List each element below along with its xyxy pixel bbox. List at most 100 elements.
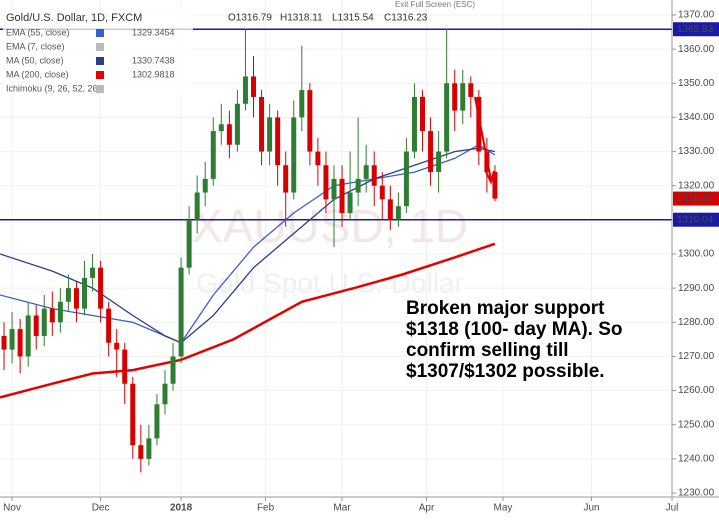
candle-body (202, 178, 208, 193)
candle-body (436, 151, 442, 173)
candle-body (387, 199, 393, 220)
candle-body (1, 335, 7, 350)
candle-body (154, 404, 160, 439)
grid (0, 0, 676, 501)
x-tick-label: Dec (92, 503, 110, 514)
x-tick-label: Mar (333, 503, 351, 514)
plot (0, 28, 672, 473)
watermark: XAUUSD, 1D (192, 200, 468, 252)
y-tick-label: 1260.00 (678, 385, 715, 396)
candle-body (267, 117, 273, 152)
candle-body (444, 83, 450, 152)
legend-bg (3, 10, 193, 96)
candle-body (138, 445, 144, 459)
candle-body (291, 117, 297, 193)
indicator-line (0, 147, 496, 344)
candle-body (355, 178, 361, 193)
candle-body (452, 83, 458, 111)
candle-body (242, 76, 248, 104)
y-tick-label: 1360.00 (678, 44, 715, 55)
candle-body (492, 172, 498, 199)
candle-body (234, 103, 240, 145)
candle-body (194, 192, 200, 220)
legend-swatch (96, 85, 104, 93)
candle-body (476, 96, 482, 152)
candle-body (323, 165, 329, 200)
y-tick-label: 1290.00 (678, 283, 715, 294)
candle-body (226, 124, 232, 145)
candle-body (186, 219, 192, 268)
price-tag-label: 1310.04 (677, 214, 714, 225)
candle-body (468, 83, 474, 97)
candle-body (315, 151, 321, 166)
candle-body (275, 117, 281, 166)
ohlc-readout: L1315.54 (332, 13, 374, 24)
arrow-head (485, 170, 495, 185)
candle-body (210, 131, 216, 179)
candle-body (251, 76, 257, 97)
y-tick-label: 1280.00 (678, 317, 715, 328)
x-tick-label: May (494, 503, 513, 514)
candle-body (428, 131, 434, 173)
candle-body (41, 308, 47, 336)
arrow-line (474, 96, 492, 181)
legend: Gold/U.S. Dollar, 1D, FXCM O1316.79 H1318.… (3, 10, 428, 96)
x-tick-label: Apr (419, 503, 435, 514)
x-tick-label: Nov (3, 503, 21, 514)
indicator-line (0, 242, 496, 399)
candle-body (98, 267, 104, 309)
legend-value: 1302.9818 (132, 69, 175, 79)
y-tick-label: 1320.00 (678, 180, 715, 191)
legend-entry: EMA (55, close) (6, 27, 70, 37)
annotation: Broken major support$1318 (100- day MA).… (406, 298, 622, 382)
candle-body (218, 124, 224, 132)
candle-body (339, 178, 345, 214)
candle-body (162, 383, 168, 405)
candle-body (395, 206, 401, 220)
candle-body (307, 90, 313, 152)
candle-body (65, 288, 71, 302)
price-tag (673, 22, 719, 37)
candle-body (57, 301, 63, 323)
legend-value: 1330.7438 (132, 55, 175, 65)
legend-entry: MA (50, close) (6, 55, 64, 65)
candle-body (363, 165, 369, 179)
y-tick-label: 1370.00 (678, 10, 715, 21)
x-tick-label: Jun (583, 503, 599, 514)
candle-body (9, 329, 15, 350)
x-tick-label: Jul (666, 503, 679, 514)
legend-swatch (96, 43, 104, 51)
y-tick-label: 1270.00 (678, 351, 715, 362)
candle-body (178, 267, 184, 357)
ohlc-readout: H1318.11 (280, 13, 323, 24)
price-tag (673, 212, 719, 227)
candle-body (17, 329, 23, 357)
y-tick-label: 1300.00 (678, 249, 715, 260)
candle-body (403, 151, 409, 207)
annotation-text: Broken major support (406, 298, 605, 319)
fullscreen-hint[interactable]: Exit Full Screen (ESC) (395, 0, 475, 9)
candle-body (299, 90, 305, 118)
x-tick-label: Feb (257, 503, 275, 514)
candle-body (420, 96, 426, 132)
candle-body (283, 165, 289, 193)
candle-body (460, 83, 466, 111)
ohlc-readout: C1316.23 (384, 13, 428, 24)
candle-body (331, 178, 337, 200)
candle-body (33, 315, 39, 336)
candle-body (122, 349, 128, 384)
legend-value: 1329.3454 (132, 27, 175, 37)
candle-body (106, 308, 112, 343)
legend-swatch (96, 29, 104, 37)
candle-body (379, 185, 385, 200)
legend-swatch (96, 57, 104, 65)
annotation-text: $1318 (100- day MA). So (406, 319, 622, 340)
annotation-text: $1307/$1302 possible. (406, 361, 605, 382)
y-tick-label: 1350.00 (678, 78, 715, 89)
legend-entry: Ichimoku (9, 26, 52, 26) (6, 83, 101, 93)
price-tag-label: 1316.23 (677, 193, 714, 204)
chart-title: Gold/U.S. Dollar, 1D, FXCM (6, 12, 142, 24)
candle-body (411, 96, 417, 152)
candle-body (146, 438, 152, 459)
